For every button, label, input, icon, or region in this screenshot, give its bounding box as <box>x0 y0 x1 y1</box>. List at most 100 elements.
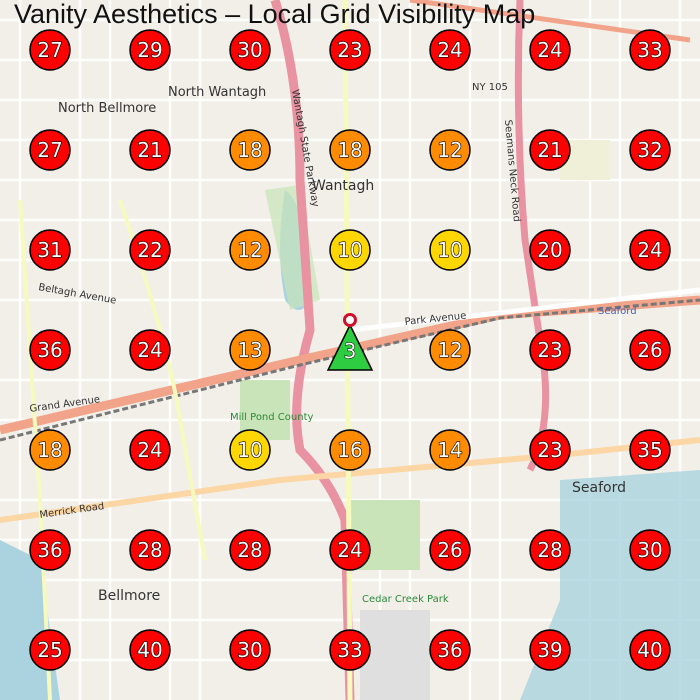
business-location-marker[interactable]: 3 <box>326 313 374 371</box>
grid-point[interactable]: 28 <box>129 529 171 571</box>
grid-point[interactable]: 10 <box>229 429 271 471</box>
park-label: Mill Pond County <box>230 412 313 423</box>
rank-label: 12 <box>437 138 462 162</box>
rank-circle <box>229 529 271 571</box>
grid-point[interactable]: 29 <box>129 29 171 71</box>
grid-point[interactable]: 10 <box>329 229 371 271</box>
rank-label: 12 <box>237 238 262 262</box>
grid-point[interactable]: 23 <box>529 429 571 471</box>
grid-point[interactable]: 31 <box>29 229 71 271</box>
grid-point[interactable]: 12 <box>429 129 471 171</box>
rank-circle <box>629 129 671 171</box>
rank-label: 27 <box>37 38 62 62</box>
park-avenue <box>349 287 700 333</box>
grid-point[interactable]: 28 <box>529 529 571 571</box>
rank-circle <box>329 629 371 671</box>
rank-circle <box>329 429 371 471</box>
grid-point[interactable]: 21 <box>529 129 571 171</box>
rank-label: 18 <box>337 138 362 162</box>
grid-point[interactable]: 18 <box>229 129 271 171</box>
grid-point[interactable]: 26 <box>629 329 671 371</box>
grid-point[interactable]: 18 <box>29 429 71 471</box>
rank-circle <box>429 29 471 71</box>
grid-point[interactable]: 28 <box>229 529 271 571</box>
rank-label: 18 <box>37 438 62 462</box>
grid-point[interactable]: 22 <box>129 229 171 271</box>
grid-point[interactable]: 12 <box>429 329 471 371</box>
rank-label: 13 <box>237 338 262 362</box>
rank-label: 20 <box>537 238 562 262</box>
station-label: Seaford <box>598 306 637 317</box>
grid-point[interactable]: 13 <box>229 329 271 371</box>
rank-circle <box>229 129 271 171</box>
rank-label: 26 <box>437 538 462 562</box>
railroad <box>0 298 700 442</box>
place-label: North Bellmore <box>58 101 156 116</box>
grid-point[interactable]: 30 <box>229 29 271 71</box>
rank-label: 26 <box>637 338 662 362</box>
rank-label: 23 <box>537 338 562 362</box>
rank-circle <box>129 29 171 71</box>
grid-point[interactable]: 23 <box>329 29 371 71</box>
grid-point[interactable]: 33 <box>329 629 371 671</box>
grid-point[interactable]: 24 <box>629 229 671 271</box>
page-title: Vanity Aesthetics – Local Grid Visibilit… <box>14 0 536 29</box>
rank-label: 16 <box>337 438 362 462</box>
wantagh-state-parkway <box>270 0 355 700</box>
place-label: Wantagh <box>312 178 374 194</box>
rank-circle <box>429 629 471 671</box>
rank-circle <box>629 29 671 71</box>
rank-label: 35 <box>637 438 662 462</box>
grid-point[interactable]: 14 <box>429 429 471 471</box>
grid-point[interactable]: 16 <box>329 429 371 471</box>
grid-point[interactable]: 25 <box>29 629 71 671</box>
grid-point[interactable]: 12 <box>229 229 271 271</box>
grid-point[interactable]: 23 <box>529 329 571 371</box>
rank-circle <box>529 529 571 571</box>
grid-point[interactable]: 24 <box>429 29 471 71</box>
grid-point[interactable]: 18 <box>329 129 371 171</box>
seamans-neck-road <box>514 0 550 472</box>
grid-point[interactable]: 26 <box>429 529 471 571</box>
rank-circle <box>329 229 371 271</box>
rank-circle <box>629 229 671 271</box>
grid-point[interactable]: 40 <box>629 629 671 671</box>
grid-point[interactable]: 20 <box>529 229 571 271</box>
rank-circle <box>29 129 71 171</box>
rank-circle <box>29 629 71 671</box>
grid-point[interactable]: 24 <box>129 329 171 371</box>
grid-point[interactable]: 24 <box>529 29 571 71</box>
grid-point[interactable]: 24 <box>329 529 371 571</box>
rank-circle <box>229 429 271 471</box>
rank-circle <box>629 529 671 571</box>
grid-point[interactable]: 27 <box>29 129 71 171</box>
grid-point[interactable]: 32 <box>629 129 671 171</box>
grid-point[interactable]: 30 <box>629 529 671 571</box>
rank-label: 21 <box>537 138 562 162</box>
grid-point[interactable]: 36 <box>429 629 471 671</box>
rank-label: 36 <box>37 538 62 562</box>
rank-label: 22 <box>137 238 162 262</box>
rank-label: 30 <box>637 538 662 562</box>
grid-point[interactable]: 36 <box>29 329 71 371</box>
rank-circle <box>329 129 371 171</box>
grid-point[interactable]: 10 <box>429 229 471 271</box>
triangle-marker-icon <box>326 323 374 371</box>
grid-point[interactable]: 27 <box>29 29 71 71</box>
rank-circle <box>129 129 171 171</box>
grid-point[interactable]: 40 <box>129 629 171 671</box>
grid-point[interactable]: 35 <box>629 429 671 471</box>
grid-point[interactable]: 36 <box>29 529 71 571</box>
grid-point[interactable]: 21 <box>129 129 171 171</box>
grid-point[interactable]: 30 <box>229 629 271 671</box>
route-label: NY 105 <box>472 82 508 93</box>
rank-circle <box>29 429 71 471</box>
rank-label: 29 <box>137 38 162 62</box>
place-label: Bellmore <box>98 588 160 604</box>
grid-point[interactable]: 39 <box>529 629 571 671</box>
rank-circle <box>129 629 171 671</box>
rank-label: 31 <box>37 238 62 262</box>
grid-point[interactable]: 24 <box>129 429 171 471</box>
grid-point[interactable]: 33 <box>629 29 671 71</box>
